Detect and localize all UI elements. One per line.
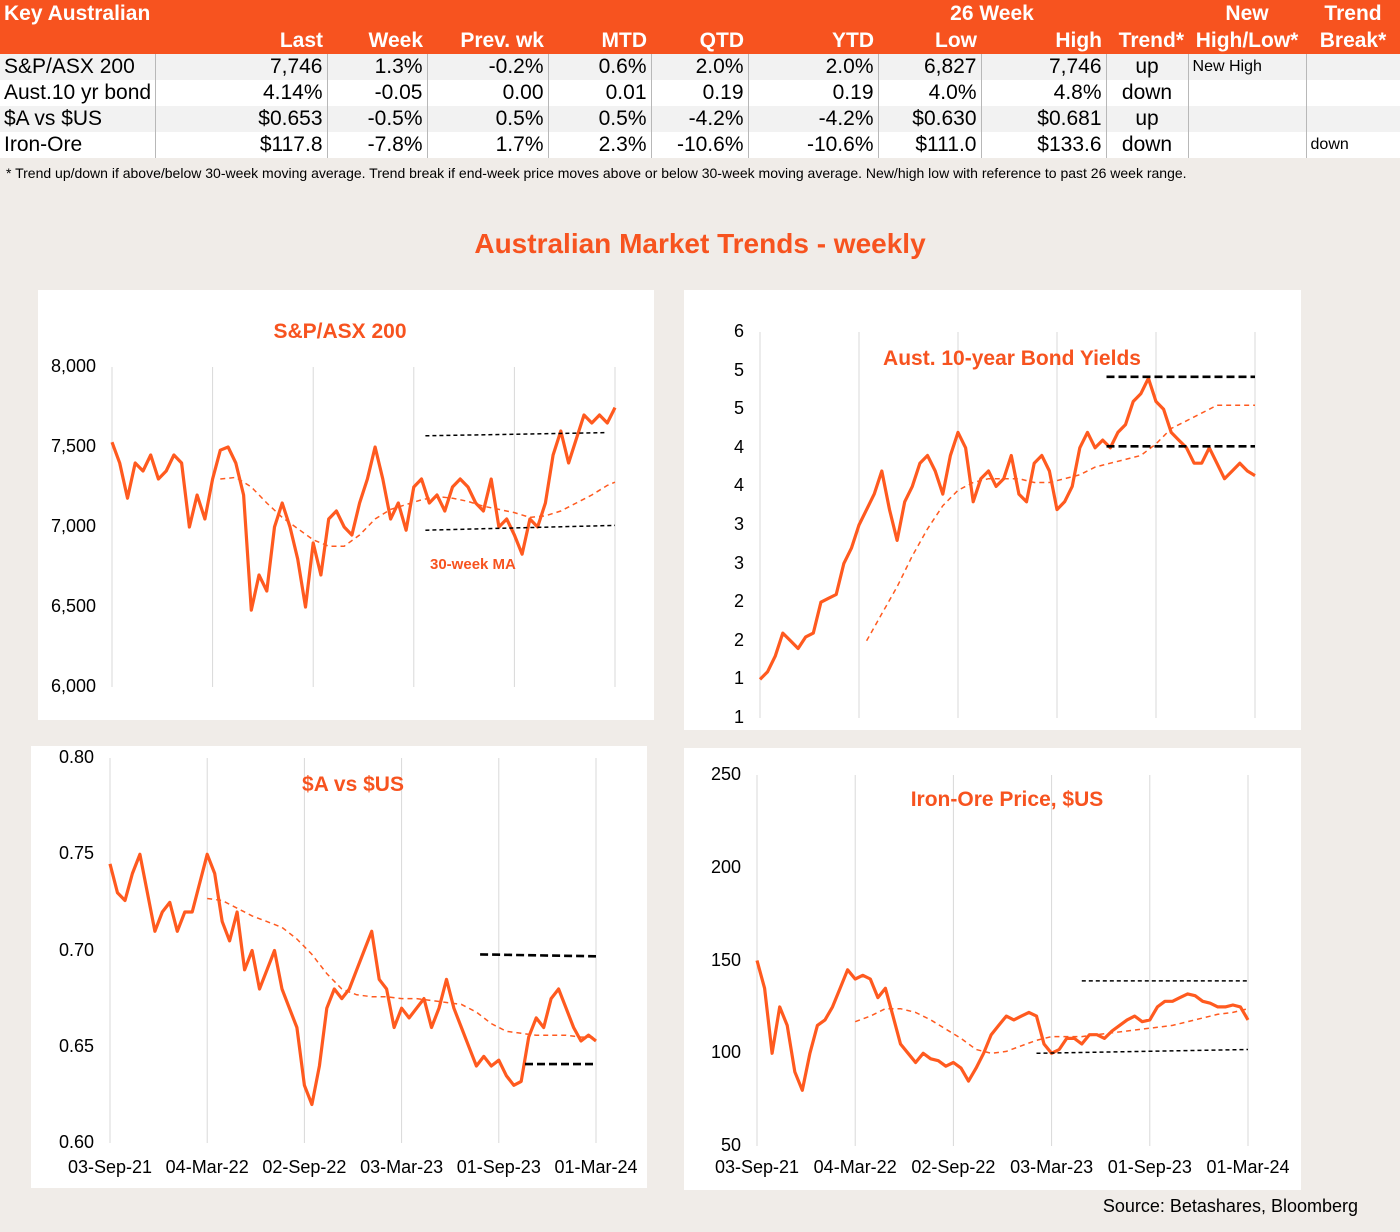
y-tick-label: 7,500 (50, 436, 96, 456)
y-tick-label: 5 (733, 359, 744, 380)
y-tick-label: 1 (733, 707, 744, 727)
x-tick-label: 03-Mar-23 (1010, 1157, 1094, 1177)
y-tick-label: 7,000 (50, 516, 96, 536)
series-price (108, 852, 597, 1107)
table-title: Key Australian Markets (0, 0, 155, 27)
y-tick-label: 3 (733, 552, 744, 573)
col-mtd: MTD (548, 27, 651, 54)
col-qtd: QTD (651, 27, 748, 54)
moving-average-label: 30-week MA (430, 556, 516, 573)
x-tick-label: 03-Sep-21 (714, 1157, 800, 1177)
series-moving-average (220, 476, 616, 547)
y-tick-label: 50 (720, 1135, 741, 1155)
table-row: Iron-Ore $117.8 -7.8% 1.7% 2.3% -10.6% -… (0, 132, 1400, 158)
source-note: Source: Betashares, Bloomberg (1102, 1196, 1358, 1216)
series-moving-average (207, 897, 596, 1038)
col-week: Week (327, 27, 427, 54)
col-low: Low (878, 27, 981, 54)
series-range-line (480, 953, 597, 958)
table-row: $A vs $US $0.653 -0.5% 0.5% 0.5% -4.2% -… (0, 106, 1400, 132)
markets-table: Key Australian Markets 26 Week New Trend… (0, 0, 1400, 158)
y-tick-label: 6,000 (50, 676, 96, 696)
chart-title: $A vs $US (302, 773, 404, 796)
y-tick-label: 2 (733, 591, 744, 612)
series-price (758, 376, 1256, 681)
panel-bond (684, 290, 1301, 730)
x-tick-label: 02-Sep-22 (262, 1157, 347, 1177)
y-tick-label: 2 (733, 629, 744, 650)
y-tick-label: 0.70 (58, 939, 94, 960)
y-tick-label: 0.65 (58, 1035, 94, 1056)
series-range-line (425, 524, 616, 531)
x-tick-label: 04-Mar-22 (813, 1157, 897, 1177)
y-tick-label: 250 (710, 764, 741, 784)
panel-iron (684, 748, 1301, 1190)
header-row-2: Last Week Prev. wk MTD QTD YTD Low High … (0, 27, 1400, 54)
y-tick-label: 1 (733, 668, 744, 689)
y-tick-label: 0.80 (58, 747, 94, 767)
series-moving-average (865, 404, 1255, 642)
main-title: Australian Market Trends - weekly (474, 228, 926, 259)
x-tick-label: 01-Sep-23 (1107, 1157, 1192, 1177)
series-range-line (425, 431, 608, 437)
col-prev-wk: Prev. wk (427, 27, 548, 54)
y-tick-label: 5 (733, 398, 744, 419)
y-tick-label: 150 (710, 949, 741, 970)
group-header-26-week: 26 Week (878, 0, 1107, 27)
col-ytd: YTD (748, 27, 878, 54)
x-tick-label: 01-Mar-24 (1206, 1157, 1290, 1177)
y-tick-label: 8,000 (50, 356, 96, 376)
y-tick-label: 200 (710, 856, 741, 877)
y-tick-label: 0.75 (58, 843, 94, 864)
table-row: S&P/ASX 200 7,746 1.3% -0.2% 0.6% 2.0% 2… (0, 54, 1400, 80)
col-high: High (981, 27, 1107, 54)
col-last: Last (155, 27, 327, 54)
y-tick-label: 3 (733, 514, 744, 534)
series-price (755, 960, 1250, 1092)
series-range-line (1036, 1048, 1249, 1055)
table-row: Aust.10 yr bond 4.14% -0.05 0.00 0.01 0.… (0, 80, 1400, 106)
x-tick-label: 03-Mar-23 (360, 1157, 444, 1177)
chart-title: Iron-Ore Price, $US (910, 788, 1104, 811)
chart-title: S&P/ASX 200 (273, 320, 407, 343)
x-tick-label: 04-Mar-22 (165, 1157, 249, 1177)
series-price (110, 406, 617, 612)
x-tick-label: 03-Sep-21 (67, 1157, 153, 1177)
col-high-low: High/Low* (1188, 27, 1307, 54)
panel-asx (38, 290, 654, 720)
y-tick-label: 4 (733, 436, 744, 457)
x-tick-label: 01-Mar-24 (554, 1157, 638, 1177)
col-break: Break* (1306, 27, 1400, 54)
y-tick-label: 100 (710, 1042, 741, 1063)
y-tick-label: 0.60 (58, 1132, 94, 1152)
y-tick-label: 4 (733, 475, 744, 496)
y-tick-label: 6,500 (50, 596, 96, 616)
y-tick-label: 6 (733, 321, 744, 341)
x-tick-label: 01-Sep-23 (456, 1157, 541, 1177)
x-tick-label: 02-Sep-22 (911, 1157, 996, 1177)
header-row-1: Key Australian Markets 26 Week New Trend (0, 0, 1400, 27)
header-trend: Trend (1306, 0, 1400, 27)
col-trend: Trend* (1106, 27, 1189, 54)
chart-title: Aust. 10-year Bond Yields (883, 347, 1141, 370)
series-moving-average (854, 1007, 1249, 1055)
header-new: New (1188, 0, 1307, 27)
panel-aud (31, 746, 647, 1188)
table-footnote: * Trend up/down if above/below 30-week m… (6, 165, 1187, 181)
